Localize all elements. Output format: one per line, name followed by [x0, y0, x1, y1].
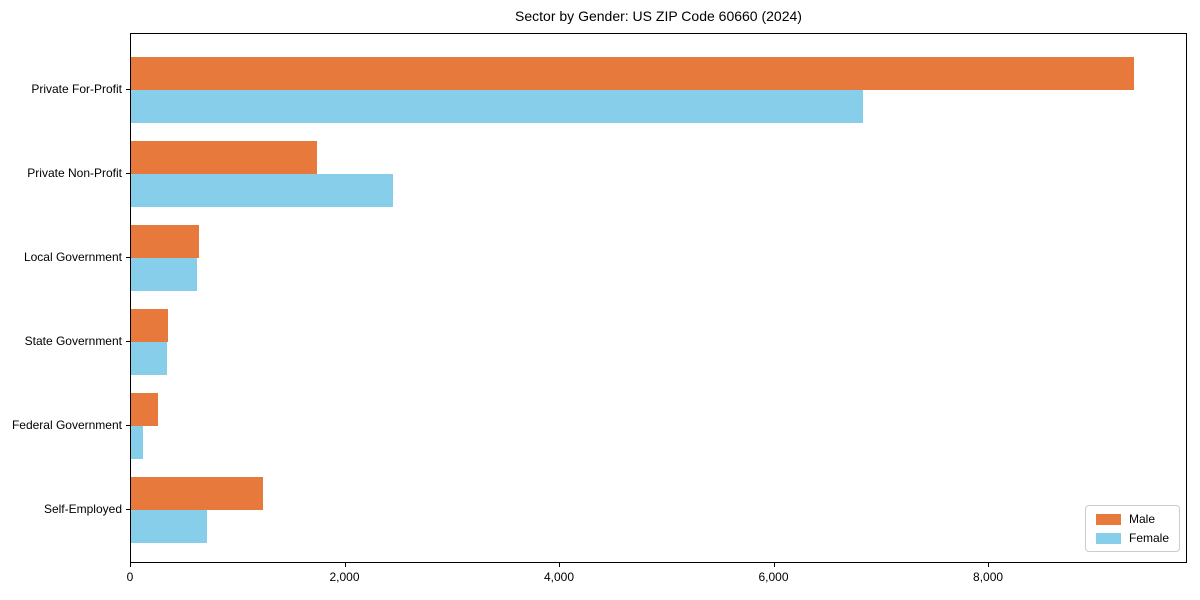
ytick-mark [126, 425, 130, 426]
bar-female-local-government [131, 258, 198, 291]
xtick-label-2-000: 2,000 [329, 570, 360, 584]
xtick-label-4-000: 4,000 [544, 570, 575, 584]
bar-male-private-non-profit [131, 141, 318, 174]
ytick-mark [126, 341, 130, 342]
xtick-mark [559, 563, 561, 567]
bar-male-private-for-profit [131, 57, 1135, 90]
bar-female-state-government [131, 342, 168, 375]
legend: Male Female [1084, 505, 1180, 552]
bar-female-self-employed [131, 510, 207, 543]
legend-item-female: Female [1095, 531, 1169, 545]
ytick-label-local-government: Local Government [23, 250, 122, 264]
chart-title: Sector by Gender: US ZIP Code 60660 (202… [515, 8, 802, 24]
ytick-mark [126, 509, 130, 510]
xtick-label-0: 0 [126, 570, 134, 584]
legend-swatch-male [1095, 513, 1121, 525]
bar-female-private-for-profit [131, 90, 863, 123]
ytick-mark [126, 173, 130, 174]
xtick-mark [130, 563, 131, 567]
ytick-label-private-for-profit: Private For-Profit [31, 82, 122, 96]
bar-female-private-non-profit [131, 174, 393, 207]
ytick-label-self-employed: Self-Employed [43, 502, 122, 516]
ytick-mark [126, 89, 130, 90]
legend-label-male: Male [1128, 512, 1155, 526]
bar-male-self-employed [131, 477, 263, 510]
bar-male-federal-government [131, 393, 158, 426]
plot-area: Male Female [130, 33, 1187, 563]
bar-male-local-government [131, 225, 199, 258]
xtick-mark [988, 563, 990, 567]
xtick-mark [773, 563, 775, 567]
legend-label-female: Female [1128, 531, 1169, 545]
ytick-mark [126, 257, 130, 258]
ytick-label-state-government: State Government [24, 334, 122, 348]
xtick-mark [344, 563, 346, 567]
ytick-label-private-non-profit: Private Non-Profit [27, 166, 122, 180]
legend-item-male: Male [1095, 512, 1169, 526]
xtick-label-6-000: 6,000 [758, 570, 789, 584]
bar-female-federal-government [131, 426, 144, 459]
bar-male-state-government [131, 309, 168, 342]
legend-swatch-female [1095, 532, 1121, 544]
ytick-label-federal-government: Federal Government [11, 418, 122, 432]
xtick-label-8-000: 8,000 [973, 570, 1004, 584]
